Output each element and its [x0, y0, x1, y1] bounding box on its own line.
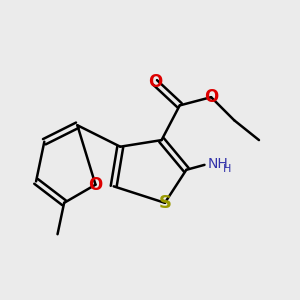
Text: S: S: [158, 194, 171, 212]
Text: NH: NH: [208, 157, 229, 171]
Text: O: O: [148, 73, 162, 91]
Text: H: H: [222, 164, 231, 174]
Text: O: O: [88, 176, 103, 194]
Text: O: O: [204, 88, 218, 106]
